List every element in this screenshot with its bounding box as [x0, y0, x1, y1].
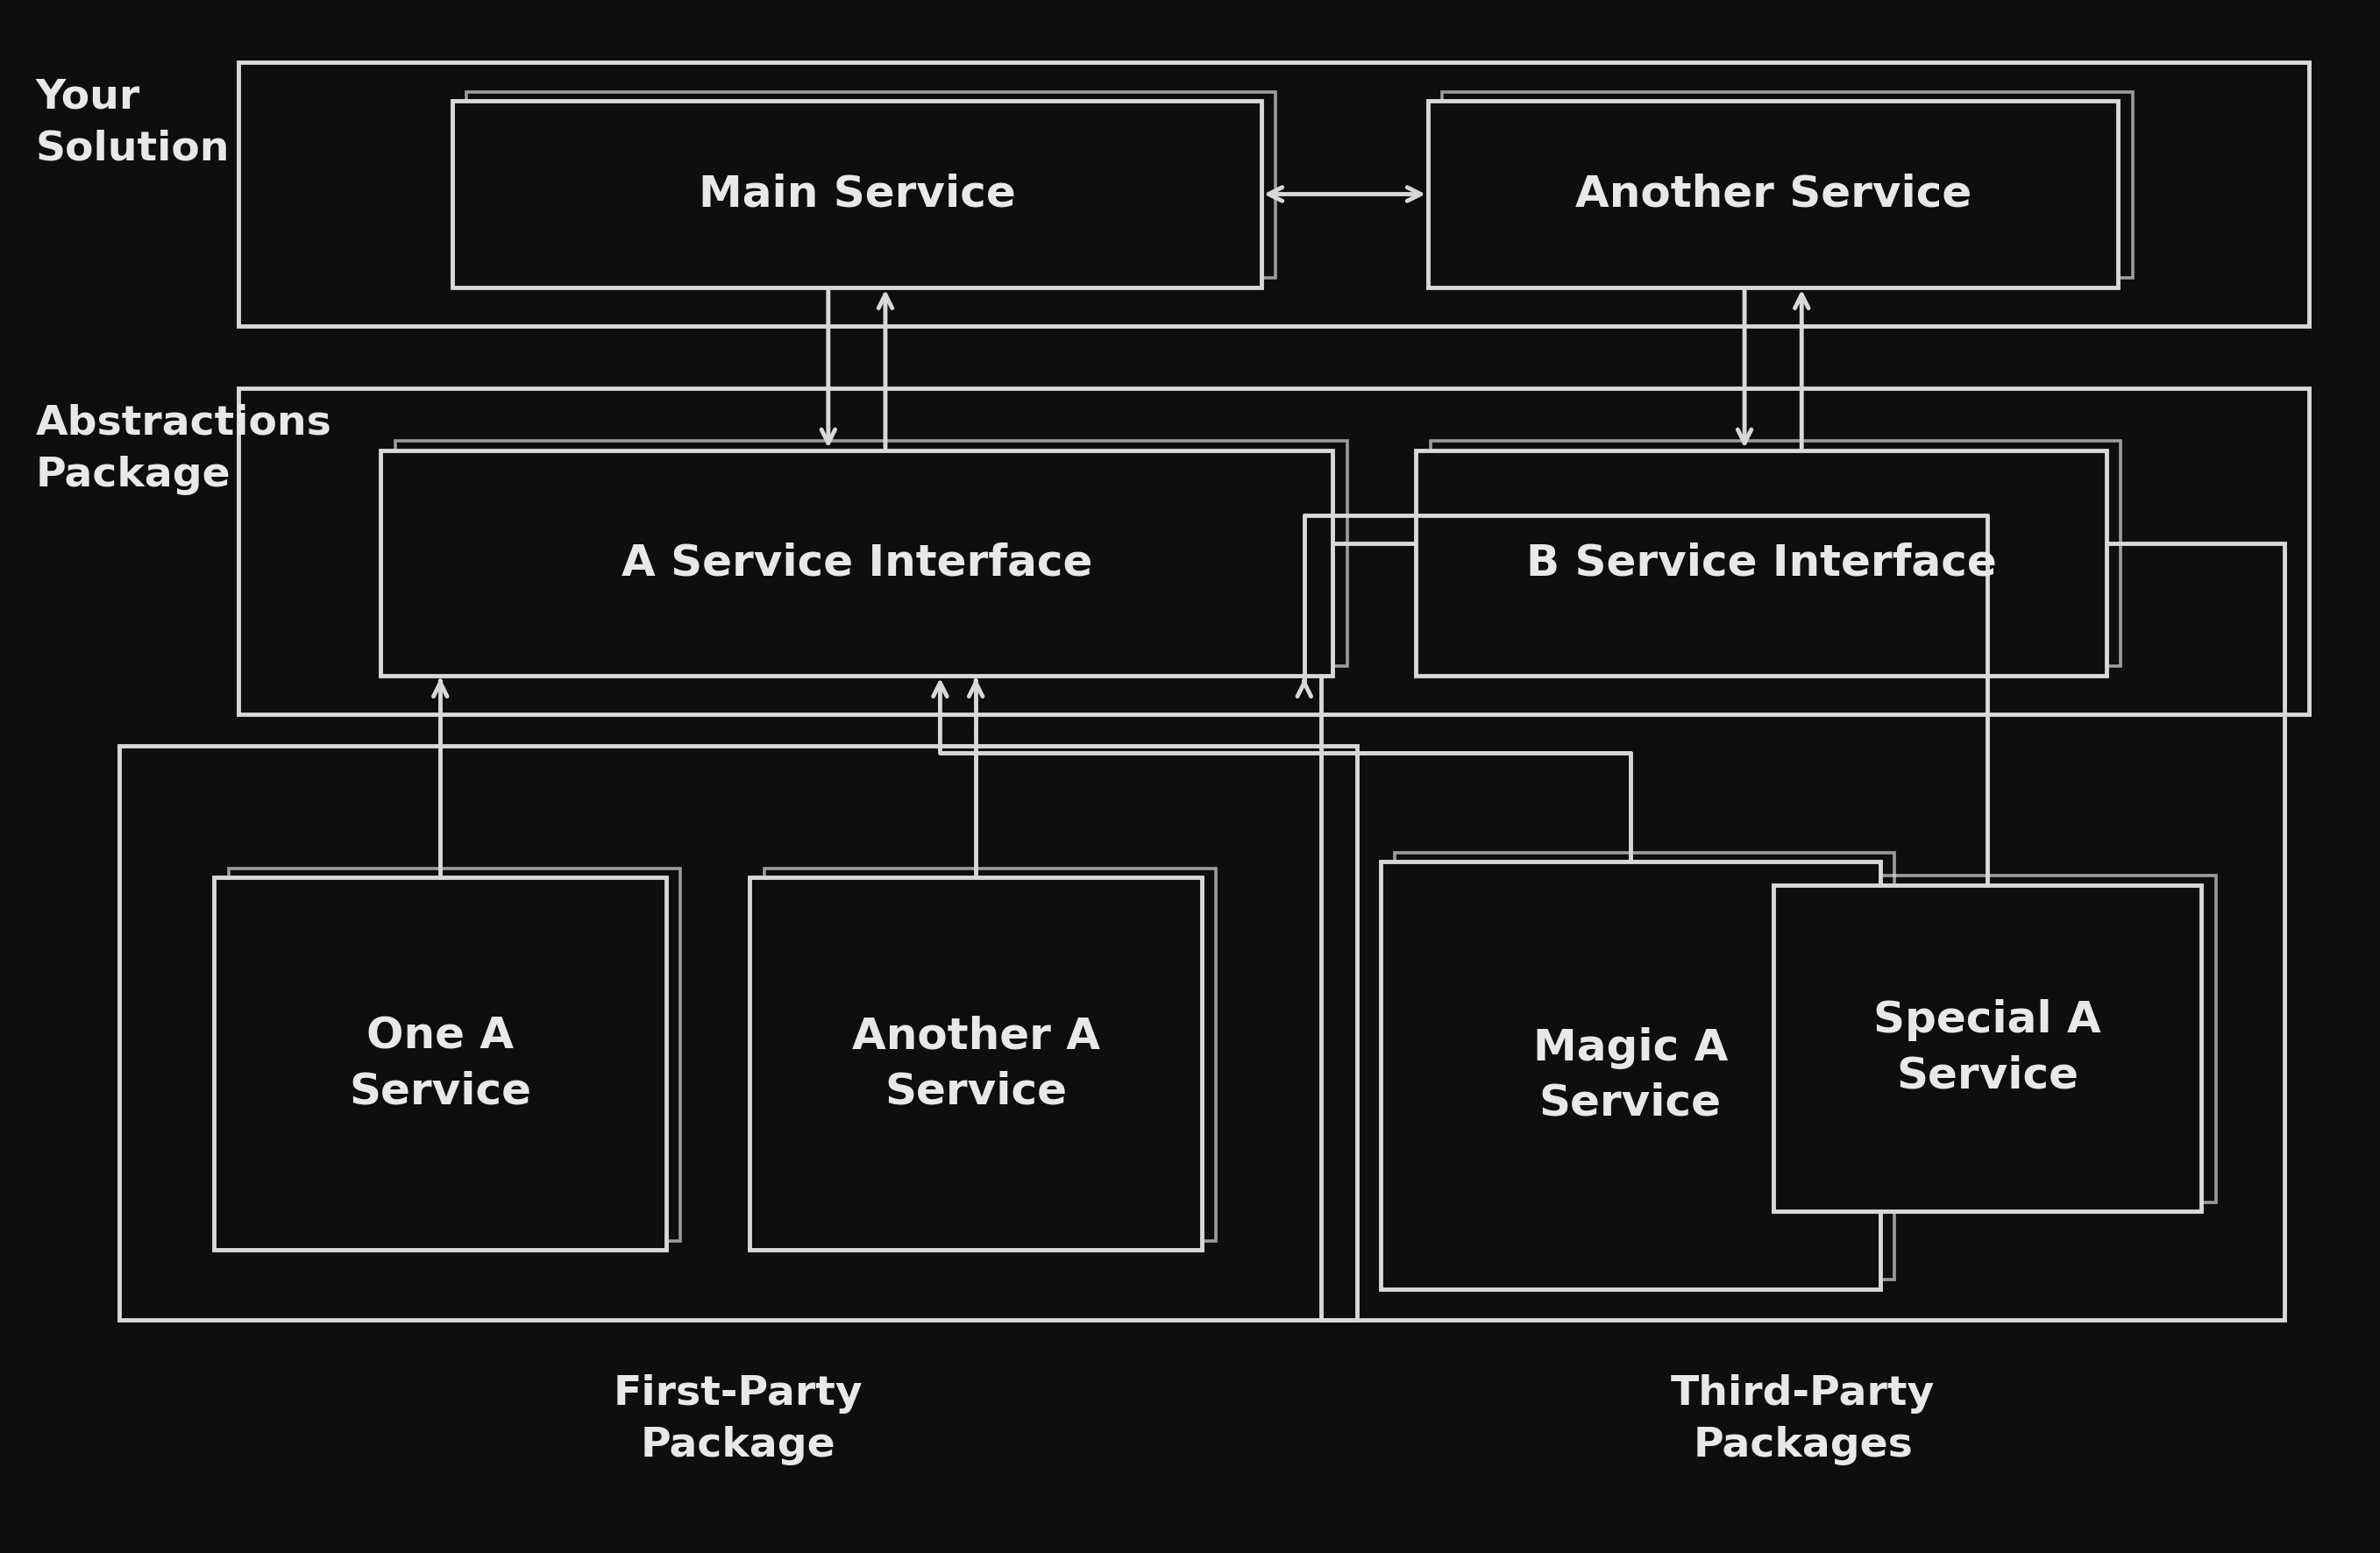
- Text: Main Service: Main Service: [697, 172, 1016, 216]
- Text: First-Party
Package: First-Party Package: [614, 1374, 862, 1466]
- FancyBboxPatch shape: [750, 877, 1202, 1250]
- Text: Abstractions
Package: Abstractions Package: [36, 404, 331, 495]
- Text: Another Service: Another Service: [1576, 172, 1971, 216]
- FancyBboxPatch shape: [1380, 862, 1880, 1289]
- Text: Magic A
Service: Magic A Service: [1533, 1027, 1728, 1124]
- FancyBboxPatch shape: [1773, 885, 2202, 1211]
- Text: A Service Interface: A Service Interface: [621, 542, 1092, 584]
- Text: Another A
Service: Another A Service: [852, 1016, 1100, 1112]
- FancyBboxPatch shape: [1428, 101, 2118, 287]
- Text: One A
Service: One A Service: [350, 1016, 531, 1112]
- FancyBboxPatch shape: [452, 101, 1261, 287]
- Text: B Service Interface: B Service Interface: [1526, 542, 1997, 584]
- FancyBboxPatch shape: [381, 450, 1333, 676]
- Text: Your
Solution: Your Solution: [36, 78, 231, 169]
- Text: Special A
Service: Special A Service: [1873, 1000, 2102, 1096]
- FancyBboxPatch shape: [1416, 450, 2106, 676]
- Text: Third-Party
Packages: Third-Party Packages: [1671, 1374, 1935, 1466]
- FancyBboxPatch shape: [214, 877, 666, 1250]
